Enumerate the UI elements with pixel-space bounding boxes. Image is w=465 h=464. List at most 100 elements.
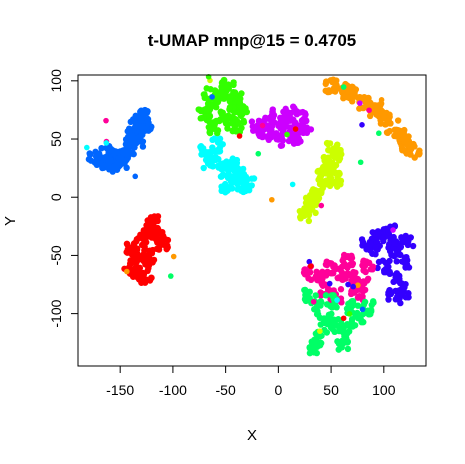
- data-point: [337, 286, 345, 293]
- data-point: [338, 344, 346, 351]
- data-point: [385, 291, 392, 298]
- data-point: [352, 269, 359, 276]
- data-point: [330, 292, 337, 299]
- data-point: [214, 130, 221, 137]
- data-point: [391, 240, 398, 247]
- data-point: [139, 143, 147, 150]
- data-point: [115, 155, 123, 162]
- data-point: [360, 318, 367, 326]
- data-point: [238, 90, 245, 97]
- data-point: [293, 108, 301, 116]
- data-point: [150, 230, 157, 238]
- data-point: [310, 298, 317, 305]
- data-point: [346, 271, 354, 279]
- data-point: [87, 157, 95, 164]
- cluster-1: [85, 106, 155, 175]
- cluster-6: [296, 139, 345, 225]
- data-point: [275, 136, 282, 143]
- data-point: [146, 277, 154, 284]
- cluster-4: [248, 103, 315, 149]
- data-point: [364, 277, 371, 284]
- data-point: [125, 243, 132, 251]
- data-point: [149, 259, 156, 266]
- data-point: [339, 337, 346, 345]
- data-point: [318, 202, 325, 209]
- data-point: [366, 247, 374, 254]
- data-point: [360, 267, 367, 274]
- data-point: [304, 293, 311, 300]
- data-point: [206, 162, 214, 169]
- data-point: [203, 85, 210, 92]
- data-point: [268, 126, 275, 134]
- data-point: [256, 132, 263, 140]
- data-point: [318, 299, 325, 306]
- chart-title: t-UMAP mnp@15 = 0.4705: [148, 31, 357, 50]
- data-point: [145, 233, 152, 240]
- data-point: [334, 297, 340, 303]
- y-tick-label: 50: [48, 131, 64, 147]
- data-point: [346, 311, 353, 317]
- data-point: [385, 244, 392, 251]
- data-point: [322, 292, 330, 299]
- data-point: [286, 124, 293, 131]
- y-tick-label: -50: [48, 245, 64, 265]
- data-point: [376, 130, 382, 137]
- data-point: [116, 160, 124, 168]
- data-point: [415, 150, 422, 158]
- data-point: [275, 121, 282, 129]
- data-point: [350, 283, 357, 290]
- data-point: [312, 292, 319, 299]
- data-point: [125, 125, 133, 132]
- data-point: [208, 154, 215, 161]
- data-point: [330, 316, 338, 323]
- data-point: [269, 112, 276, 120]
- data-point: [398, 286, 405, 293]
- data-point: [320, 154, 328, 161]
- data-point: [236, 99, 244, 106]
- data-point: [388, 251, 395, 259]
- data-point: [349, 302, 356, 309]
- data-point: [206, 113, 214, 120]
- data-point: [206, 100, 214, 108]
- data-point: [123, 248, 130, 256]
- data-point: [324, 268, 331, 276]
- data-point: [355, 282, 361, 289]
- data-point: [340, 84, 347, 90]
- data-point: [344, 345, 352, 353]
- data-point: [214, 139, 222, 146]
- data-point: [144, 115, 152, 123]
- data-point: [209, 94, 215, 100]
- data-point: [321, 326, 328, 334]
- data-point: [369, 266, 376, 273]
- data-point: [202, 156, 210, 164]
- data-point: [103, 140, 110, 146]
- data-point: [248, 175, 255, 182]
- data-point: [345, 88, 353, 95]
- data-point: [318, 280, 326, 288]
- data-point: [149, 246, 157, 254]
- data-point: [205, 118, 213, 125]
- data-point: [357, 159, 364, 166]
- data-point: [335, 146, 342, 154]
- data-point: [344, 252, 352, 260]
- data-point: [386, 269, 393, 276]
- cluster-5: [197, 135, 258, 196]
- data-point: [240, 119, 248, 126]
- data-point: [318, 166, 325, 174]
- data-point: [402, 294, 409, 301]
- data-point: [371, 102, 379, 109]
- data-point: [99, 155, 107, 162]
- data-point: [235, 172, 242, 180]
- data-point: [313, 268, 320, 275]
- data-point: [235, 120, 242, 127]
- data-point: [366, 107, 372, 114]
- data-point: [393, 270, 401, 277]
- data-point: [326, 182, 334, 190]
- data-point: [344, 93, 351, 101]
- data-point: [336, 169, 343, 177]
- data-point: [366, 99, 374, 106]
- data-point: [328, 310, 335, 318]
- data-point: [219, 171, 227, 178]
- data-point: [229, 163, 236, 171]
